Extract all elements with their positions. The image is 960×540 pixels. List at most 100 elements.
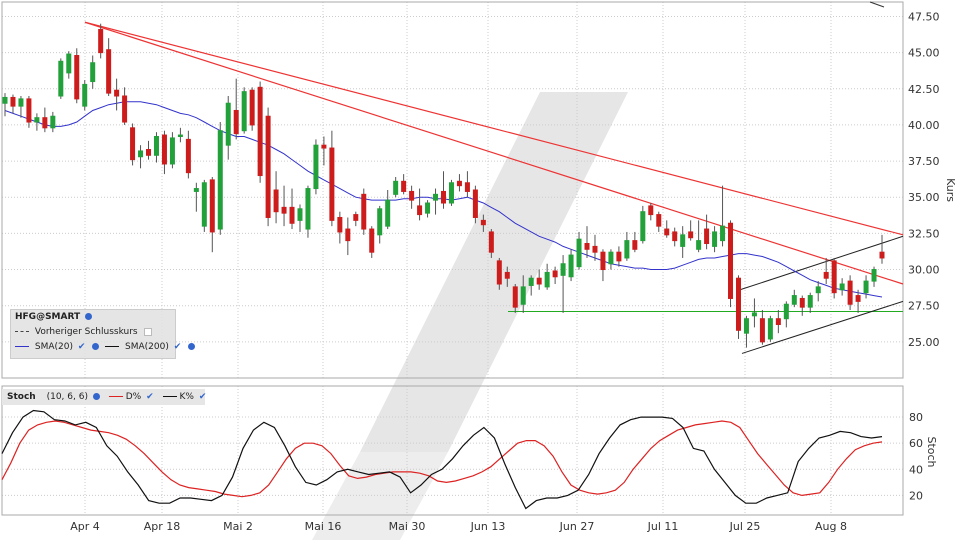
candle-down [289, 206, 295, 224]
d-check-icon[interactable]: ✔ [146, 392, 154, 402]
candle-up [297, 208, 303, 221]
candle-up [385, 199, 391, 227]
legend-sma200: SMA(200) [125, 342, 169, 352]
candle-down [552, 270, 558, 278]
sma20-swatch [15, 346, 29, 347]
candle-up [839, 283, 845, 291]
candle-down [504, 271, 510, 279]
stoch-y-axis: 80 60 40 20 [909, 411, 923, 502]
candle-down [472, 189, 478, 218]
x-axis: Apr 4 Apr 18 Mai 2 Mai 16 Mai 30 Jun 13 Jun 27… [70, 520, 847, 533]
x-tick-label: Mai 16 [305, 520, 342, 533]
candle-down [664, 228, 670, 236]
candle-down [42, 117, 48, 129]
candle-down [345, 228, 351, 242]
candle-up [241, 91, 247, 132]
candle-down [592, 245, 598, 253]
stoch-tick-label: 60 [909, 437, 923, 450]
candle-up [815, 286, 821, 294]
candle-up [138, 150, 144, 158]
x-tick-label: Jul 11 [647, 520, 679, 533]
candle-up [680, 234, 686, 247]
candle-down [632, 240, 638, 250]
x-tick-label: Jun 27 [559, 520, 595, 533]
stoch-tick-label: 40 [909, 463, 923, 476]
watermark-logo [312, 92, 628, 540]
candle-down [759, 318, 765, 343]
candle-down [480, 219, 486, 226]
candle-up [153, 135, 159, 156]
stoch-settings-icon[interactable] [92, 393, 100, 400]
candle-up [520, 286, 526, 305]
candle-down [130, 127, 136, 161]
candle-up [791, 295, 797, 305]
candle-up [377, 208, 383, 236]
stoch-grid [2, 386, 903, 515]
candle-down [512, 286, 518, 308]
legend-d: D% [125, 392, 142, 402]
candle-down [265, 115, 271, 218]
candle-up [560, 263, 566, 276]
price-panel-frame [1, 1, 904, 379]
candle-up [743, 318, 749, 334]
legend-prev-close: Vorheriger Schlusskurs [34, 327, 138, 337]
sma200-swatch [105, 346, 120, 347]
candle-down [161, 134, 167, 165]
candle-up [193, 188, 199, 192]
candle-down [456, 180, 462, 187]
stoch-d-line [1, 420, 883, 498]
x-tick-label: Jul 25 [729, 520, 761, 533]
candle-up [712, 231, 718, 247]
candle-down [337, 216, 343, 233]
x-tick-label: Jun 13 [470, 520, 506, 533]
x-tick-label: Apr 18 [144, 520, 181, 533]
k-check-icon[interactable]: ✔ [198, 392, 207, 402]
stoch-panel-frame [1, 385, 904, 516]
candle-up [177, 134, 183, 137]
sma200-settings-icon[interactable] [188, 343, 196, 350]
candle-down [401, 180, 407, 192]
price-tick-label: 25.00 [908, 336, 940, 349]
price-tick-label: 42.50 [908, 83, 940, 96]
price-tick-label: 37.50 [908, 155, 940, 168]
candle-up [751, 312, 757, 317]
candle-up [696, 240, 702, 250]
candle-down [209, 179, 215, 233]
sma20-check-icon[interactable]: ✔ [77, 342, 86, 352]
candle-down [114, 89, 120, 97]
candle-down [855, 295, 861, 302]
candle-up [169, 137, 175, 165]
candle-up [313, 144, 319, 190]
price-tick-label: 30.00 [908, 264, 940, 277]
stoch-lines [1, 409, 883, 510]
stoch-tick-label: 80 [909, 411, 923, 424]
price-y-axis-label: Kurs [944, 178, 957, 202]
candle-up [544, 271, 550, 288]
candle-down [257, 86, 263, 177]
x-tick-label: Aug 8 [815, 520, 847, 533]
candle-up [568, 254, 574, 278]
stoch-title: Stoch [7, 392, 36, 402]
price-tick-label: 27.50 [908, 300, 940, 313]
candle-down [281, 206, 287, 214]
candle-down [648, 205, 654, 216]
prev-close-checkbox[interactable] [143, 327, 152, 336]
candle-up [624, 240, 630, 259]
sma20-settings-icon[interactable] [92, 343, 100, 350]
candle-up [34, 117, 40, 123]
prev-close-swatch [15, 331, 29, 332]
candle-up [783, 303, 789, 320]
candle-down [249, 89, 255, 126]
candle-up [767, 318, 773, 340]
candle-down [233, 109, 239, 135]
candle-down [775, 318, 781, 325]
candle-down [488, 231, 494, 253]
candle-up [871, 269, 877, 282]
legend-k: K% [179, 392, 194, 402]
candle-up [18, 98, 24, 107]
sma200-check-icon[interactable]: ✔ [173, 342, 182, 352]
candle-up [50, 115, 56, 129]
settings-icon[interactable] [85, 313, 93, 320]
price-frame [1, 1, 904, 379]
legend-symbol: HFG@SMART [15, 312, 81, 322]
